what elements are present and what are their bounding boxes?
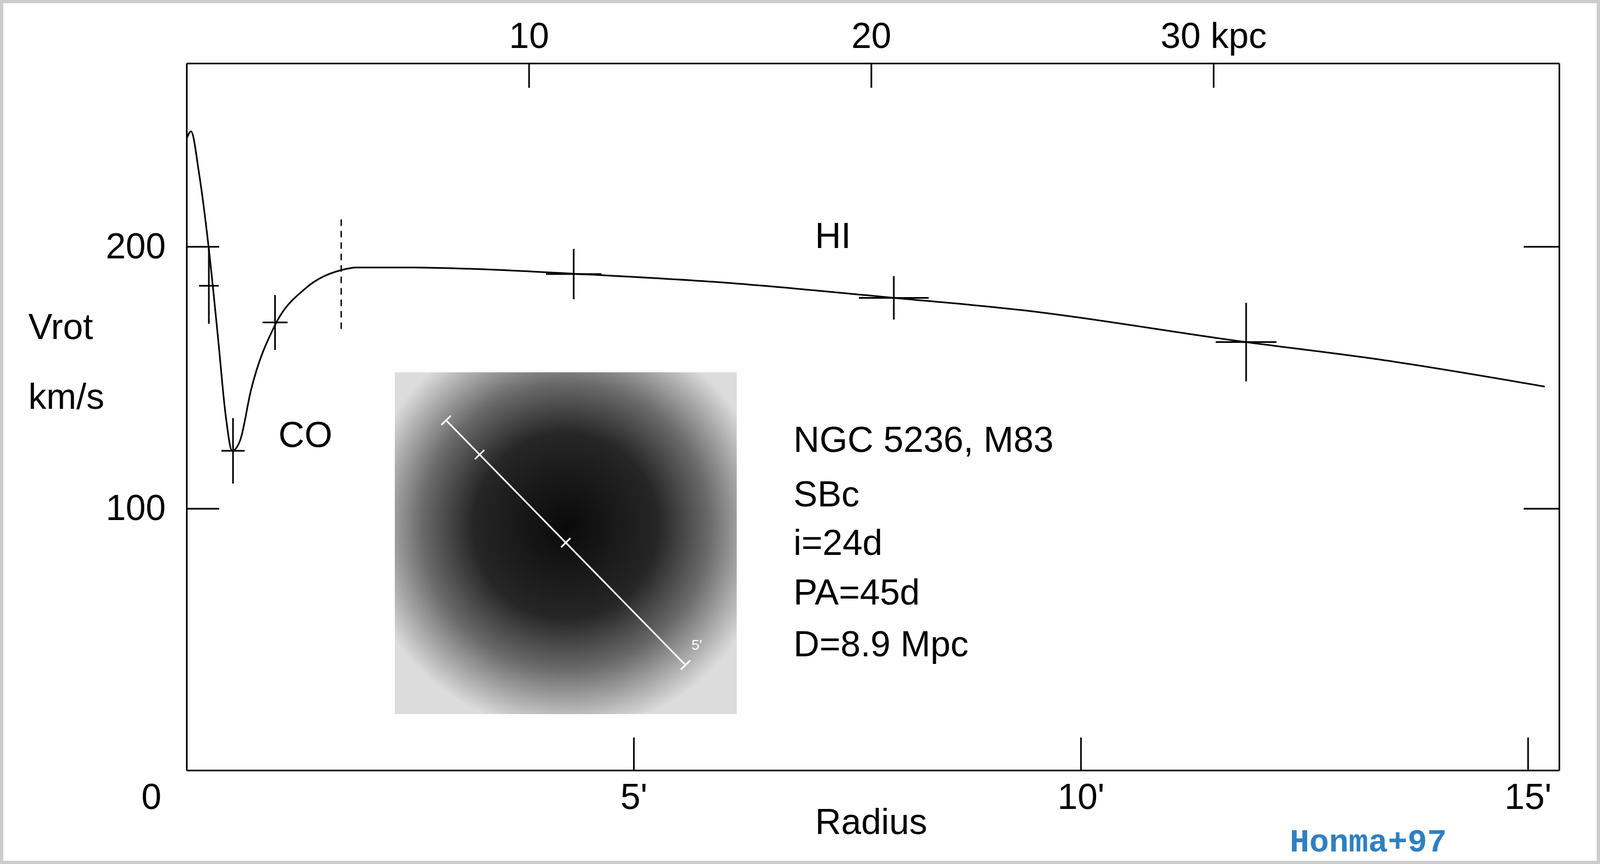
- error-cross: [858, 276, 929, 321]
- x2-axis-tick-label: 20: [851, 15, 892, 56]
- y-axis-right-tick: [1523, 246, 1560, 248]
- error-cross: [221, 418, 245, 484]
- y-axis-right-tick-mark: [1523, 508, 1560, 510]
- x2-axis-tick-mark: [870, 63, 872, 88]
- y-axis-right-tick-mark: [1523, 245, 1560, 248]
- source-credit: Honma+97: [1289, 824, 1447, 862]
- x-axis-title: Radius: [815, 801, 928, 842]
- y-axis: 100 200: [105, 63, 220, 772]
- x2-axis-tick-label: 10: [508, 15, 549, 56]
- y-axis-right-line: [1558, 63, 1561, 772]
- y-axis-tick: 100: [105, 487, 220, 528]
- error-cross: [1215, 303, 1277, 382]
- info-text: i=24d: [793, 522, 883, 563]
- error-bar-x: [221, 449, 245, 452]
- x2-axis-tick: 10: [508, 15, 549, 88]
- x2-axis: 10 20 30 kpc: [187, 15, 1560, 88]
- x-axis-tick: 0: [141, 737, 187, 817]
- rotation-curve: [186, 131, 1545, 451]
- x2-axis-tick-label: 30 kpc: [1160, 15, 1267, 56]
- x-axis-tick-mark: [1527, 737, 1530, 771]
- info-text: SBc: [793, 473, 860, 515]
- error-cross: [262, 295, 288, 351]
- annotation: HI: [815, 215, 852, 256]
- info-text: D=8.9 Mpc: [793, 623, 969, 665]
- annotation: CO: [278, 414, 333, 455]
- inset-image: 5': [394, 372, 737, 715]
- y-axis-tick-label: 200: [105, 225, 166, 267]
- x-axis-tick-label: 10': [1057, 776, 1105, 817]
- x-axis-tick-mark: [633, 737, 635, 771]
- inset-slit-tick: [441, 416, 451, 426]
- error-bar-x: [1215, 341, 1277, 344]
- info-text: NGC 5236, M83: [793, 419, 1054, 460]
- x2-axis-tick-mark: [528, 63, 531, 88]
- x-axis-tick: 5': [620, 737, 648, 817]
- x2-axis-tick-mark: [1212, 63, 1215, 88]
- y-axis-title: km/s: [28, 376, 105, 417]
- error-bar-x: [545, 273, 602, 275]
- x-axis-tick-mark: [1080, 737, 1082, 771]
- y-axis-title: Vrot: [28, 306, 94, 347]
- inset-photo: [394, 372, 737, 715]
- error-bar-x: [262, 321, 288, 324]
- x2-axis-tick: 20: [851, 15, 892, 88]
- x2-axis-tick: 30 kpc: [1160, 15, 1267, 88]
- error-cross: [545, 249, 602, 300]
- inset-slit-tick: [680, 660, 690, 671]
- y-axis-tick-label: 100: [105, 487, 166, 528]
- error-cross: [199, 248, 219, 324]
- y-axis-right-tick: [1523, 508, 1560, 510]
- x-axis-line: [187, 770, 1560, 772]
- x-axis-tick: 15': [1504, 737, 1552, 817]
- error-bar-x: [858, 297, 929, 299]
- x-axis-tick: 10': [1057, 737, 1105, 817]
- y-axis-right: [1523, 63, 1560, 772]
- x-axis-tick-label: 5': [620, 776, 648, 817]
- info-text: PA=45d: [793, 572, 920, 613]
- inset-scale-label: 5': [691, 636, 702, 654]
- x-axis-tick-label: 15': [1504, 776, 1552, 817]
- reference-line: [340, 216, 342, 330]
- y-axis-tick: 200: [105, 225, 220, 267]
- inset-slit-tick: [561, 538, 571, 548]
- y-axis-line: [185, 63, 188, 772]
- y-axis-tick-mark: [186, 508, 220, 510]
- x-axis-tick-label: 0: [141, 776, 162, 817]
- inset-slit: [446, 420, 686, 666]
- chart: 5' 0 5' 10' 15' 10 20 30 kpc 100 200 Radius Vrot km/…: [0, 0, 1600, 864]
- error-bar-x: [199, 285, 219, 287]
- plot-area: [186, 131, 1545, 484]
- y-axis-tick-mark: [186, 245, 220, 248]
- x2-axis-line: [187, 62, 1560, 65]
- inset-slit-tick: [474, 449, 485, 460]
- background: [1, 1, 1599, 863]
